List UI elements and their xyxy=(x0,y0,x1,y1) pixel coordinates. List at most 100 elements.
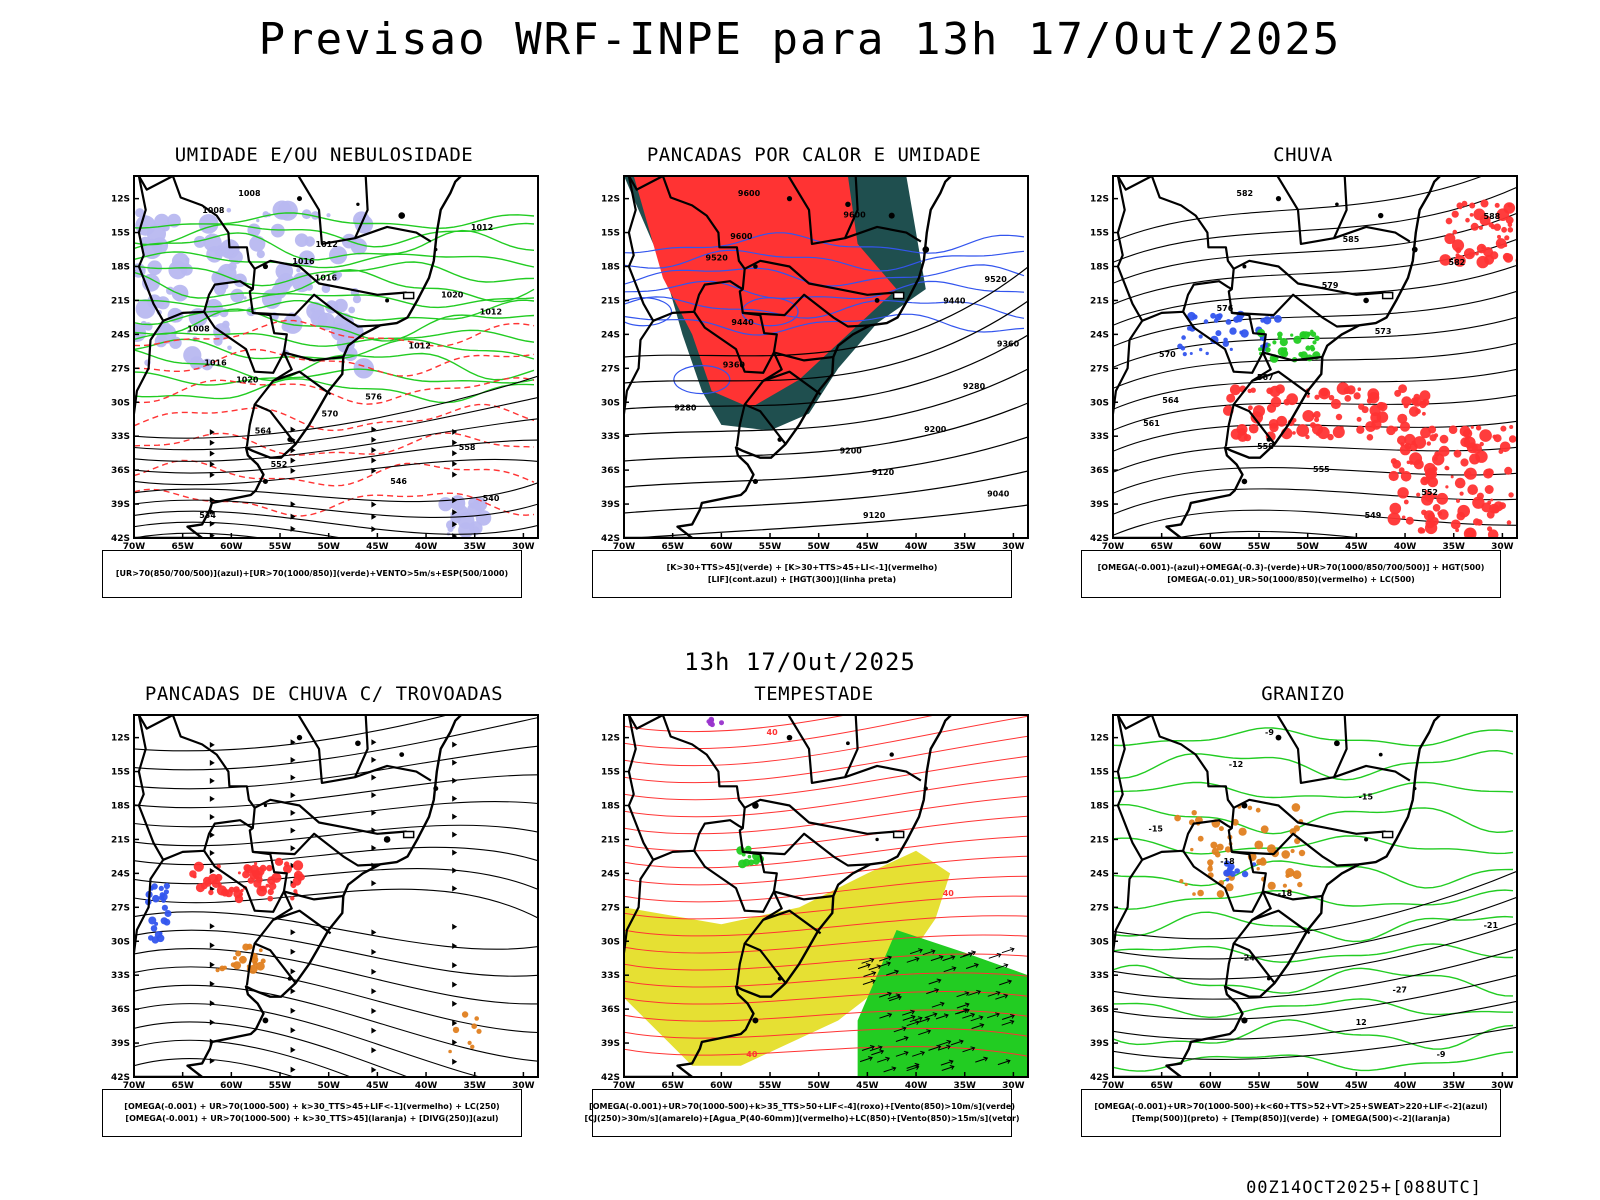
rain-area-red xyxy=(1230,428,1242,440)
storm-area-orange xyxy=(222,965,227,970)
legend-line: [OMEGA(-0.001)-(azul)+OMEGA(-0.3)-(verde… xyxy=(1097,563,1485,572)
storm-area-purple xyxy=(707,720,714,727)
lat-label: 27S xyxy=(1090,903,1109,913)
streamline-arrow xyxy=(290,845,296,852)
jet-stream-area-yellow xyxy=(624,850,951,1066)
streamline xyxy=(134,418,538,462)
wind-vector xyxy=(937,1044,951,1051)
rain-area-green xyxy=(1310,331,1317,337)
rain-area-red xyxy=(1406,460,1411,465)
contour-label: 9600 xyxy=(730,232,753,241)
wind-vector xyxy=(902,1009,916,1016)
rain-area-blue xyxy=(1205,351,1209,356)
temp850-contour-green xyxy=(1113,1019,1514,1050)
rain-area-red xyxy=(1455,247,1462,254)
panel-tempestade: TEMPESTADE 40 40 40 12S 15S 18S 21S 24S 27S 30S 33… xyxy=(584,683,1034,1183)
rain-area-red xyxy=(1302,410,1315,422)
country-border xyxy=(735,404,746,447)
streamline-arrow xyxy=(209,942,215,949)
lon-label: 65W xyxy=(661,542,684,552)
lifted-index-contour xyxy=(624,297,673,327)
coastline xyxy=(134,715,462,1077)
streamline xyxy=(134,499,538,518)
humidity-area-blue xyxy=(168,260,188,280)
omega-area-orange xyxy=(1290,848,1295,854)
storm-area-orange xyxy=(476,1028,482,1034)
panel-granizo: GRANIZO -9 -12 -15 -15 -18 -18 -21 -24 -27 12 -9 12… xyxy=(1081,683,1523,1183)
rain-area-blue xyxy=(1229,347,1233,351)
rain-area-red xyxy=(1336,382,1350,395)
lat-label: 12S xyxy=(601,734,620,744)
lon-label: 60W xyxy=(220,542,243,552)
streamline-arrow xyxy=(452,533,458,538)
rain-area-blue xyxy=(1189,352,1193,355)
rain-area-blue xyxy=(1225,319,1232,325)
rain-area-red xyxy=(1248,423,1259,434)
wind-vector xyxy=(909,948,923,955)
thickness-contour-red xyxy=(134,319,535,347)
wind-vector xyxy=(879,955,893,962)
humidity-area-blue xyxy=(227,345,232,351)
streamline xyxy=(134,1021,410,1077)
humidity-area-blue xyxy=(189,356,204,370)
omega-area-orange xyxy=(1293,825,1300,832)
lon-label: 45W xyxy=(366,542,389,552)
city-marker xyxy=(1381,830,1394,839)
lon-label: 55W xyxy=(1248,1081,1271,1091)
contour-label: 1020 xyxy=(236,375,259,384)
streamline-arrow xyxy=(371,929,377,936)
wind-vector xyxy=(931,1001,945,1008)
lake-mark xyxy=(296,734,303,741)
rain-area-red xyxy=(1315,431,1320,436)
storm-area-red xyxy=(283,864,292,874)
rain-area-red xyxy=(1356,425,1365,434)
streamline-arrow xyxy=(209,795,215,802)
omega-area-orange xyxy=(1216,890,1225,898)
humidity-contour-green xyxy=(134,378,535,404)
temp850-contour-green xyxy=(1113,727,1514,747)
lon-label: 60W xyxy=(220,1081,243,1091)
omega-area-orange xyxy=(1225,883,1234,892)
streamline xyxy=(134,510,538,535)
humidity-area-blue xyxy=(467,502,482,517)
omega-area-orange xyxy=(1256,858,1263,866)
contour-label: 552 xyxy=(1421,488,1438,497)
storm-area-red xyxy=(189,870,197,878)
omega-area-orange xyxy=(1210,841,1218,849)
run-info: 00Z14OCT2025+[088UTC] xyxy=(1246,1178,1482,1198)
storm-area-red xyxy=(240,888,244,893)
humidity-area-blue xyxy=(275,262,294,281)
divergence-area-blue xyxy=(160,917,168,925)
map-content: 582 588 585 582 579 576 573 570 567 564 561 558 555 5… xyxy=(1113,176,1517,538)
temp500-contour xyxy=(1113,948,1517,1000)
humidity-area-blue xyxy=(277,200,298,221)
storm-area-red xyxy=(237,871,241,875)
streamline-red xyxy=(624,735,1028,784)
country-border xyxy=(1116,715,1276,984)
lake-mark xyxy=(1364,837,1369,842)
rain-area-red xyxy=(1392,459,1402,469)
wind-vector xyxy=(1001,1014,1015,1020)
wind-vector xyxy=(895,1036,909,1042)
rain-area-red xyxy=(1451,210,1459,218)
rain-area-red xyxy=(1438,509,1449,520)
streamline-arrow xyxy=(209,923,215,930)
storm-area-red xyxy=(251,871,257,877)
streamline xyxy=(134,375,538,439)
humidity-area-blue xyxy=(185,257,190,262)
wind-vector xyxy=(986,1012,1000,1019)
humidity-area-blue xyxy=(291,272,312,293)
map-border xyxy=(623,175,1029,539)
lat-label: 30S xyxy=(1090,937,1109,947)
lat-label: 24S xyxy=(601,330,620,340)
lifted-index-contour xyxy=(624,296,1025,319)
lon-label: 35W xyxy=(953,542,976,552)
country-border xyxy=(1116,176,1276,445)
streamline-red xyxy=(624,934,1028,954)
lat-label: 36S xyxy=(601,1005,620,1015)
rain-area-red xyxy=(1466,442,1478,454)
lake-mark xyxy=(398,212,406,219)
country-border xyxy=(137,176,285,374)
wind-vector xyxy=(938,1039,952,1046)
country-border xyxy=(1182,280,1233,313)
